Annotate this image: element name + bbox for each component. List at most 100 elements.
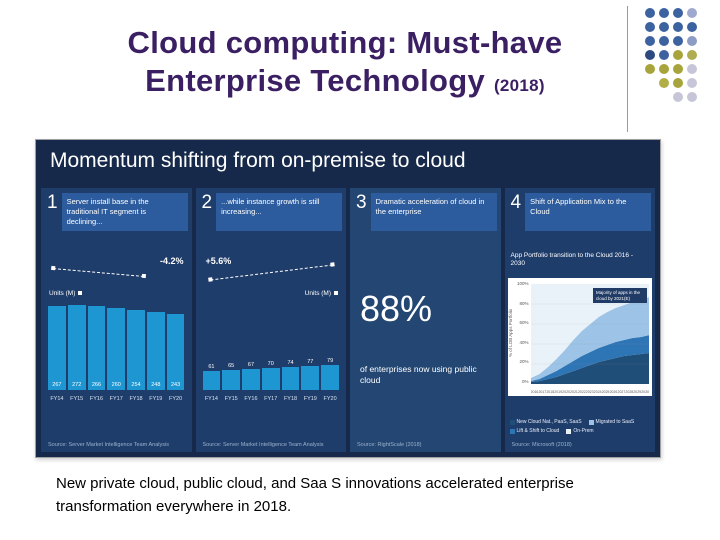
- infographic-headline: Momentum shifting from on-premise to clo…: [50, 149, 466, 172]
- title-line-2-wrap: Enterprise Technology (2018): [60, 62, 630, 100]
- panel-1-bar-chart: 267 272 266 260 254 248 243: [48, 302, 185, 390]
- deco-dot: [673, 78, 683, 88]
- panel-1-source: Source: Server Market Intelligence Team …: [48, 442, 169, 448]
- panel-2-x-labels: FY14 FY15 FY16 FY17 FY18 FY19 FY20: [204, 396, 337, 402]
- legend-item: New Cloud Nat., PaaS, SaaS: [509, 419, 582, 425]
- legend-item: On-Prem: [566, 428, 594, 434]
- panel-3-body: 88% of enterprises now using public clou…: [350, 236, 501, 452]
- panel-1-trend-label: -4.2%: [159, 256, 184, 266]
- deco-dot: [673, 92, 683, 102]
- bar: 254: [127, 310, 145, 390]
- panel-4-source: Source: Microsoft (2018): [511, 442, 572, 448]
- area-annotation: Majority of apps in the cloud by 2021(E): [593, 288, 647, 304]
- deco-dot: [673, 8, 683, 18]
- panel-1-number: 1: [47, 192, 58, 213]
- bar: 77: [301, 359, 320, 390]
- panel-3-source: Source: RightScale (2018): [357, 442, 422, 448]
- area-legend: New Cloud Nat., PaaS, SaaS Migrated to Sa…: [509, 419, 654, 434]
- panel-3-head: 3 Dramatic acceleration of cloud in the …: [350, 188, 501, 231]
- bar: 67: [242, 362, 260, 390]
- panel-1-caption: Server install base in the traditional I…: [61, 193, 188, 231]
- panel-3-caption: Dramatic acceleration of cloud in the en…: [370, 193, 497, 231]
- deco-dot: [673, 64, 683, 74]
- panel-2-body: +5.6% Units (M) 61 65 67 70 74 77 79 FY14 FY15 F…: [196, 236, 347, 452]
- title-year: (2018): [493, 75, 545, 95]
- deco-dot: [645, 8, 655, 18]
- legend-item: Migrated to SaaS: [588, 419, 634, 425]
- panel-3-number: 3: [356, 192, 367, 213]
- deco-dot: [659, 50, 669, 60]
- deco-dot: [687, 8, 697, 18]
- area-y-ticks: 100% 80% 60% 40% 20% 0%: [516, 281, 529, 384]
- bar: 272: [67, 304, 86, 390]
- title-line-2: Enterprise Technology: [145, 62, 486, 98]
- panel-2-head: 2 ...while instance growth is still incr…: [196, 188, 347, 231]
- deco-dot: [659, 22, 669, 32]
- panel-4-body: App Portfolio transition to the Cloud 20…: [505, 236, 656, 452]
- deco-dot: [659, 8, 669, 18]
- deco-dot: [659, 36, 669, 46]
- deco-dot: [687, 64, 697, 74]
- deco-dot: [645, 50, 655, 60]
- slide-body-text: New private cloud, public cloud, and Saa…: [56, 475, 574, 516]
- bar: 65: [222, 363, 241, 390]
- panel-4: 4 Shift of Application Mix to the Cloud …: [504, 188, 656, 452]
- deco-dot: [645, 64, 655, 74]
- panel-3-big-stat: 88%: [360, 288, 433, 329]
- trend-down-line: [53, 268, 144, 277]
- deco-dot: [687, 92, 697, 102]
- panel-4-chart-title: App Portfolio transition to the Cloud 20…: [510, 252, 634, 268]
- area-plot: [530, 284, 649, 384]
- bar: 70: [261, 361, 280, 390]
- panel-1: 1 Server install base in the traditional…: [41, 188, 192, 452]
- legend-item: Lift & Shift to Cloud: [509, 428, 559, 434]
- deco-dot: [673, 22, 683, 32]
- panel-1-head: 1 Server install base in the traditional…: [41, 188, 192, 231]
- deco-dot: [673, 50, 683, 60]
- deco-dot: [659, 78, 669, 88]
- panel-4-head: 4 Shift of Application Mix to the Cloud: [505, 188, 656, 231]
- panel-3-stat-caption: of enterprises now using public cloud: [360, 364, 477, 386]
- deco-dot: [687, 50, 697, 60]
- panel-1-body: -4.2% Units (M) 267 272 266 260 254 248 243 FY…: [41, 236, 192, 452]
- area-x-labels: 2016 2017 2018 2019 2020 2021 2022 2023 2024 2025…: [530, 390, 650, 394]
- deco-dot: [673, 36, 683, 46]
- bar: 61: [202, 364, 221, 390]
- panel-2-trend-label: +5.6%: [205, 256, 232, 266]
- bar: 74: [281, 360, 300, 390]
- area-chart-card: % of LOB Apps Portfolio 100% 80% 60% 40% 20%…: [507, 278, 652, 396]
- bar: 266: [87, 306, 106, 390]
- bar: 243: [166, 313, 185, 390]
- deco-dot: [687, 22, 697, 32]
- bar: 260: [107, 308, 126, 390]
- panel-2-bar-chart: 61 65 67 70 74 77 79: [202, 302, 340, 390]
- panel-1-x-labels: FY14 FY15 FY16 FY17 FY18 FY19 FY20: [50, 396, 183, 402]
- deco-dot: [687, 78, 697, 88]
- panel-2-caption: ...while instance growth is still increa…: [216, 193, 342, 231]
- area-chart-svg: [530, 284, 649, 384]
- area-y-axis-label: % of LOB Apps Portfolio: [507, 308, 513, 358]
- slide-title: Cloud computing: Must-have Enterprise Te…: [60, 24, 630, 100]
- panel-2-source: Source: Server Market Intelligence Team …: [202, 442, 324, 448]
- bar: 79: [321, 358, 339, 390]
- deco-dot: [659, 64, 669, 74]
- deco-dot: [645, 36, 655, 46]
- deco-dot: [687, 36, 697, 46]
- panel-1-units-label: Units (M): [49, 290, 82, 297]
- dot-grid: [645, 8, 701, 106]
- infographic-image: Momentum shifting from on-premise to clo…: [35, 139, 661, 458]
- panel-2-units-label: Units (M): [305, 290, 338, 297]
- panel-4-caption: Shift of Application Mix to the Cloud: [525, 193, 651, 231]
- panel-2-number: 2: [201, 192, 213, 213]
- bar: 248: [146, 312, 165, 390]
- divider-line: [627, 6, 628, 132]
- panel-row: 1 Server install base in the traditional…: [41, 188, 655, 452]
- panel-2: 2 ...while instance growth is still incr…: [195, 188, 347, 452]
- deco-dot: [645, 22, 655, 32]
- title-line-1: Cloud computing: Must-have: [127, 25, 563, 60]
- bar: 267: [48, 306, 66, 390]
- trend-up-line: [209, 264, 332, 281]
- panel-4-number: 4: [510, 192, 522, 213]
- panel-3: 3 Dramatic acceleration of cloud in the …: [350, 188, 501, 452]
